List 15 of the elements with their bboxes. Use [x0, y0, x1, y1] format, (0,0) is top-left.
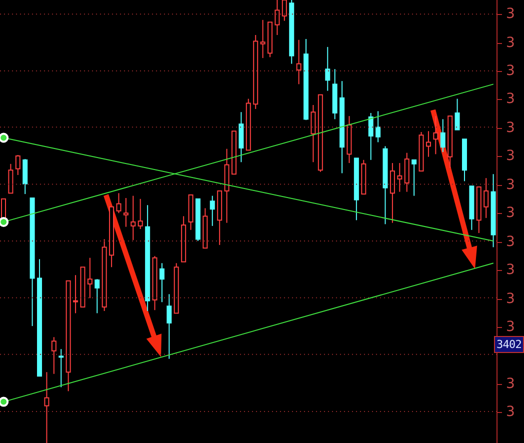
text: 3	[506, 118, 515, 137]
text: 3	[506, 232, 515, 251]
text: 3	[506, 90, 515, 108]
text: 3	[506, 5, 515, 24]
text: 3	[506, 204, 515, 222]
text: 3	[506, 62, 515, 80]
text: 3	[506, 318, 515, 336]
text: 3	[506, 147, 515, 166]
text: 3	[506, 261, 515, 280]
text: 3	[506, 176, 515, 194]
text: 3	[506, 290, 515, 308]
text: 3	[506, 403, 515, 422]
annotation: 3402	[494, 336, 524, 353]
text: 3	[506, 374, 515, 393]
text: 3	[506, 34, 515, 52]
